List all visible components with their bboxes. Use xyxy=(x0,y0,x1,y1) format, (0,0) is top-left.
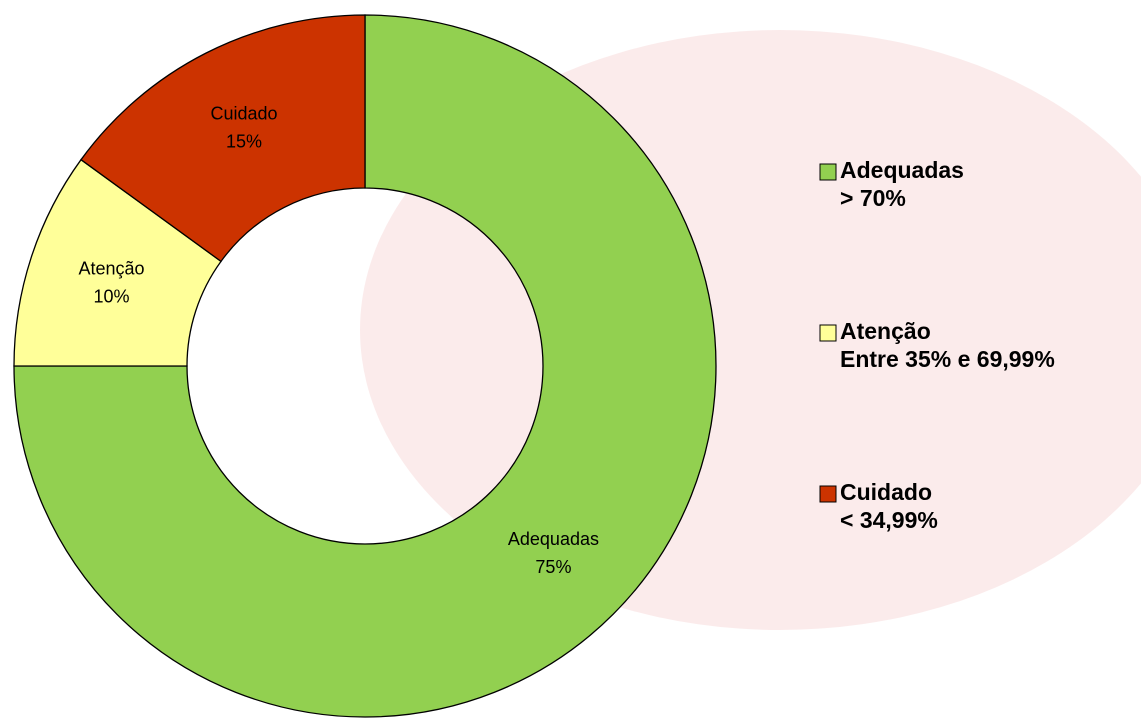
donut-slice xyxy=(80,14,366,263)
donut-slice xyxy=(13,14,717,718)
legend-swatch xyxy=(819,324,837,342)
legend-description: > 70% xyxy=(840,185,906,211)
slice-category-label: Atenção xyxy=(79,258,145,278)
slice-value-label: 15% xyxy=(226,131,262,151)
slice-category-label: Adequadas xyxy=(508,529,599,549)
legend-swatch xyxy=(819,485,837,503)
slice-value-label: 10% xyxy=(94,286,130,306)
legend-description: < 34,99% xyxy=(840,507,938,533)
legend-swatch xyxy=(819,163,837,181)
legend-label: Cuidado xyxy=(840,479,932,505)
legend-description: Entre 35% e 69,99% xyxy=(840,346,1055,372)
slice-value-label: 75% xyxy=(535,557,571,577)
slice-category-label: Cuidado xyxy=(210,103,277,123)
legend-label: Atenção xyxy=(840,318,931,344)
legend-label: Adequadas xyxy=(840,157,964,183)
